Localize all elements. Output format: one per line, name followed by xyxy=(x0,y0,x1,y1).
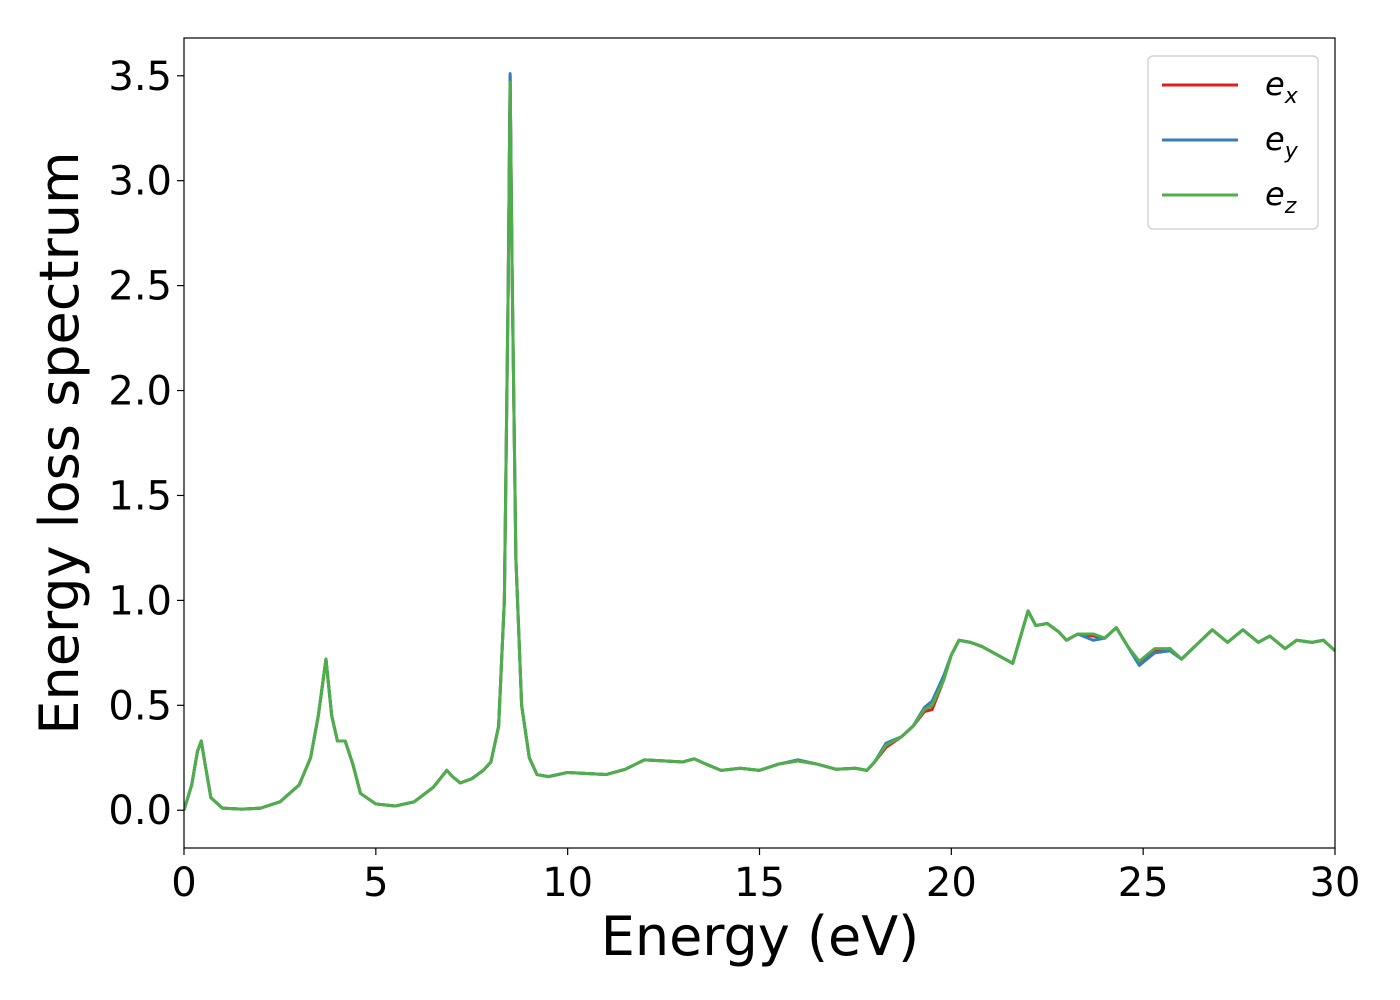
legend-label: ez xyxy=(1265,175,1297,219)
legend-label: ex xyxy=(1265,65,1299,109)
y-tick-label: 0.0 xyxy=(108,788,172,834)
y-axis-label: Energy loss spectrum xyxy=(28,151,91,734)
x-tick-label: 15 xyxy=(734,860,785,906)
y-tick-label: 0.5 xyxy=(108,683,172,729)
y-tick-label: 2.0 xyxy=(108,369,172,415)
x-tick-label: 10 xyxy=(542,860,593,906)
x-tick-label: 0 xyxy=(171,860,196,906)
y-tick-label: 3.0 xyxy=(108,159,172,205)
x-axis-label: Energy (eV) xyxy=(601,905,920,968)
y-tick-label: 1.0 xyxy=(108,578,172,624)
plot-frame xyxy=(183,37,1336,849)
y-tick-label: 2.5 xyxy=(108,264,172,310)
x-tick-label: 25 xyxy=(1118,860,1169,906)
series-line xyxy=(184,80,1335,811)
y-tick-label: 3.5 xyxy=(108,54,172,100)
x-tick-label: 20 xyxy=(926,860,977,906)
x-tick-label: 5 xyxy=(363,860,388,906)
legend-label: ey xyxy=(1265,120,1299,164)
x-tick-label: 30 xyxy=(1310,860,1361,906)
y-tick-label: 1.5 xyxy=(108,473,172,519)
legend-box xyxy=(1147,55,1319,230)
